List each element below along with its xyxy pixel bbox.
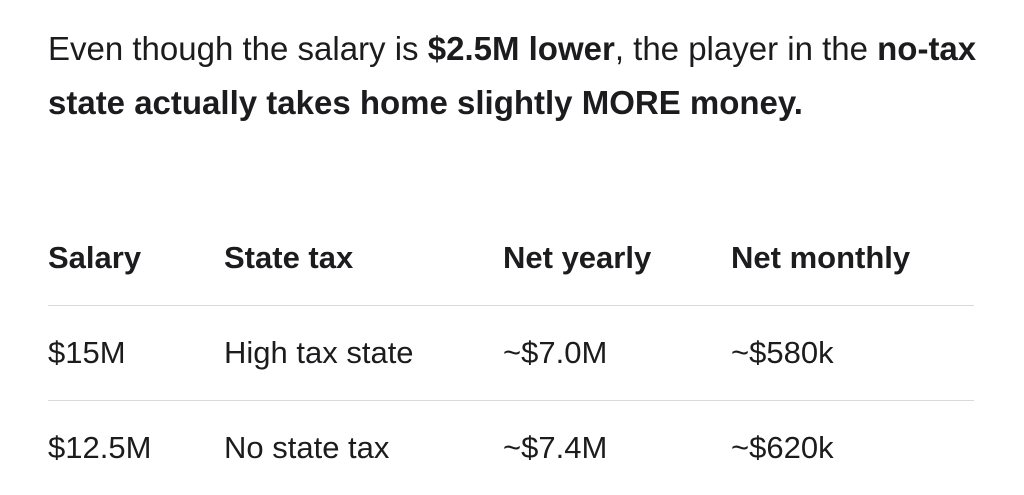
table-cell: ~$7.4M <box>503 430 608 465</box>
row-divider <box>48 305 974 306</box>
table-cell: Net monthly <box>731 240 911 275</box>
table-cell: $15M <box>48 335 126 370</box>
table-cell: ~$580k <box>731 335 834 370</box>
text: Even though the salary is <box>48 30 428 67</box>
bold-text: no-tax state actually takes home slightl… <box>48 30 977 121</box>
bold-text: $2.5M lower <box>427 30 615 67</box>
table-row: $12.5M No state tax ~$7.4M ~$620k <box>48 400 974 495</box>
summary-paragraph: Even though the salary is $2.5M lower, t… <box>48 22 978 130</box>
text: , the player in the <box>614 30 878 67</box>
row-divider <box>48 400 974 401</box>
table-cell: ~$620k <box>731 430 834 465</box>
table-header: Salary State tax Net yearly Net monthly <box>48 210 974 305</box>
table-cell: Salary <box>48 240 142 275</box>
table-cell: No state tax <box>224 430 390 465</box>
table-cell: $12.5M <box>48 430 152 465</box>
table-cell: State tax <box>224 240 354 275</box>
table-cell: ~$7.0M <box>503 335 608 370</box>
table-cell: Net yearly <box>503 240 652 275</box>
table-cell: High tax state <box>224 335 414 370</box>
table-row: $15M High tax state ~$7.0M ~$580k <box>48 305 974 400</box>
